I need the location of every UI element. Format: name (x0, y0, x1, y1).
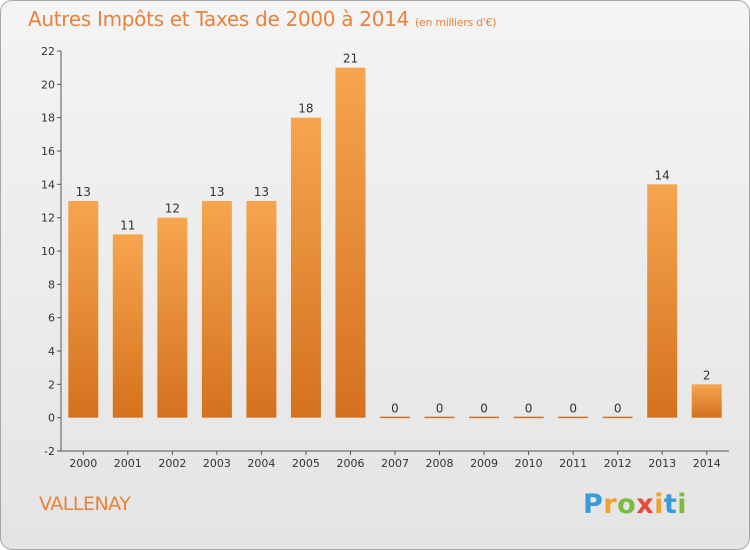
chart-title: Autres Impôts et Taxes de 2000 à 2014 (en… (28, 7, 496, 31)
x-tick-label: 2011 (559, 457, 587, 470)
bar (602, 416, 633, 419)
bar-value-label: 13 (209, 185, 224, 199)
bar (647, 184, 678, 418)
bar-value-label: 0 (480, 402, 488, 416)
y-tick-label: 0 (48, 412, 55, 425)
y-tick-label: 10 (41, 245, 55, 258)
bar (469, 416, 500, 419)
x-tick-label: 2002 (158, 457, 186, 470)
logo-letter: x (636, 489, 655, 520)
x-tick-label: 2012 (604, 457, 632, 470)
bar-value-label: 2 (703, 368, 711, 382)
commune-name: VALLENAY (39, 493, 131, 515)
chart-title-text: Autres Impôts et Taxes de 2000 à 2014 (28, 7, 409, 31)
bar-value-label: 0 (569, 402, 577, 416)
bar (201, 201, 232, 418)
bar-value-label: 21 (343, 52, 358, 66)
y-tick-label: 20 (41, 78, 55, 91)
bar-value-label: 13 (76, 185, 91, 199)
logo-letter: i (654, 489, 664, 520)
bar (380, 416, 410, 419)
bar-value-label: 0 (436, 402, 444, 416)
bar (558, 416, 589, 419)
bar-value-label: 13 (254, 185, 269, 199)
bar-value-label: 0 (391, 402, 399, 416)
logo-letter: P (583, 489, 604, 520)
data-labels: 13 11 12 13 13 18 21 0 0 0 0 0 0 14 2 (76, 52, 711, 416)
bar-value-label: 18 (298, 102, 313, 116)
x-tick-label: 2013 (648, 457, 676, 470)
bar-value-label: 0 (525, 402, 533, 416)
y-tick-label: -2 (44, 445, 55, 458)
y-tick-label: 4 (48, 345, 55, 358)
bars (68, 67, 722, 419)
y-tick-label: 2 (48, 378, 55, 391)
x-tick-label: 2014 (693, 457, 721, 470)
x-tick-label: 2006 (336, 457, 364, 470)
x-tick-label: 2001 (114, 457, 142, 470)
x-tick-label: 2004 (247, 457, 275, 470)
logo-letter: i (677, 489, 688, 520)
x-tick-label: 2009 (470, 457, 498, 470)
bar (68, 201, 99, 418)
bar (335, 67, 366, 418)
x-tick-label: 2003 (203, 457, 231, 470)
bar (290, 117, 321, 418)
logo-letter: t (663, 489, 678, 520)
logo-letter: o (617, 489, 637, 520)
bar (246, 201, 277, 418)
chart-subtitle: (en milliers d'€) (415, 16, 497, 29)
bar-value-label: 0 (614, 402, 622, 416)
bar-value-label: 12 (165, 202, 180, 216)
y-tick-label: 22 (41, 45, 55, 58)
y-tick-label: 8 (48, 278, 55, 291)
y-tick-label: 16 (41, 145, 55, 158)
bar (157, 217, 188, 418)
x-tick-label: 2000 (69, 457, 97, 470)
proxiti-logo: Proxiti (583, 489, 687, 520)
y-tick-label: 12 (41, 212, 55, 225)
bar-value-label: 14 (655, 168, 670, 182)
x-tick-label: 2008 (426, 457, 454, 470)
x-tick-label: 2005 (292, 457, 320, 470)
bar (513, 416, 544, 419)
y-tick-label: 14 (41, 178, 55, 191)
y-tick-label: 6 (48, 312, 55, 325)
bar (424, 416, 455, 419)
bar-value-label: 11 (120, 218, 135, 232)
x-tick-label: 2010 (515, 457, 543, 470)
bar (112, 234, 143, 418)
x-tick-label: 2007 (381, 457, 409, 470)
logo-letter: r (603, 489, 618, 520)
y-tick-label: 18 (41, 112, 55, 125)
bar (691, 384, 722, 418)
